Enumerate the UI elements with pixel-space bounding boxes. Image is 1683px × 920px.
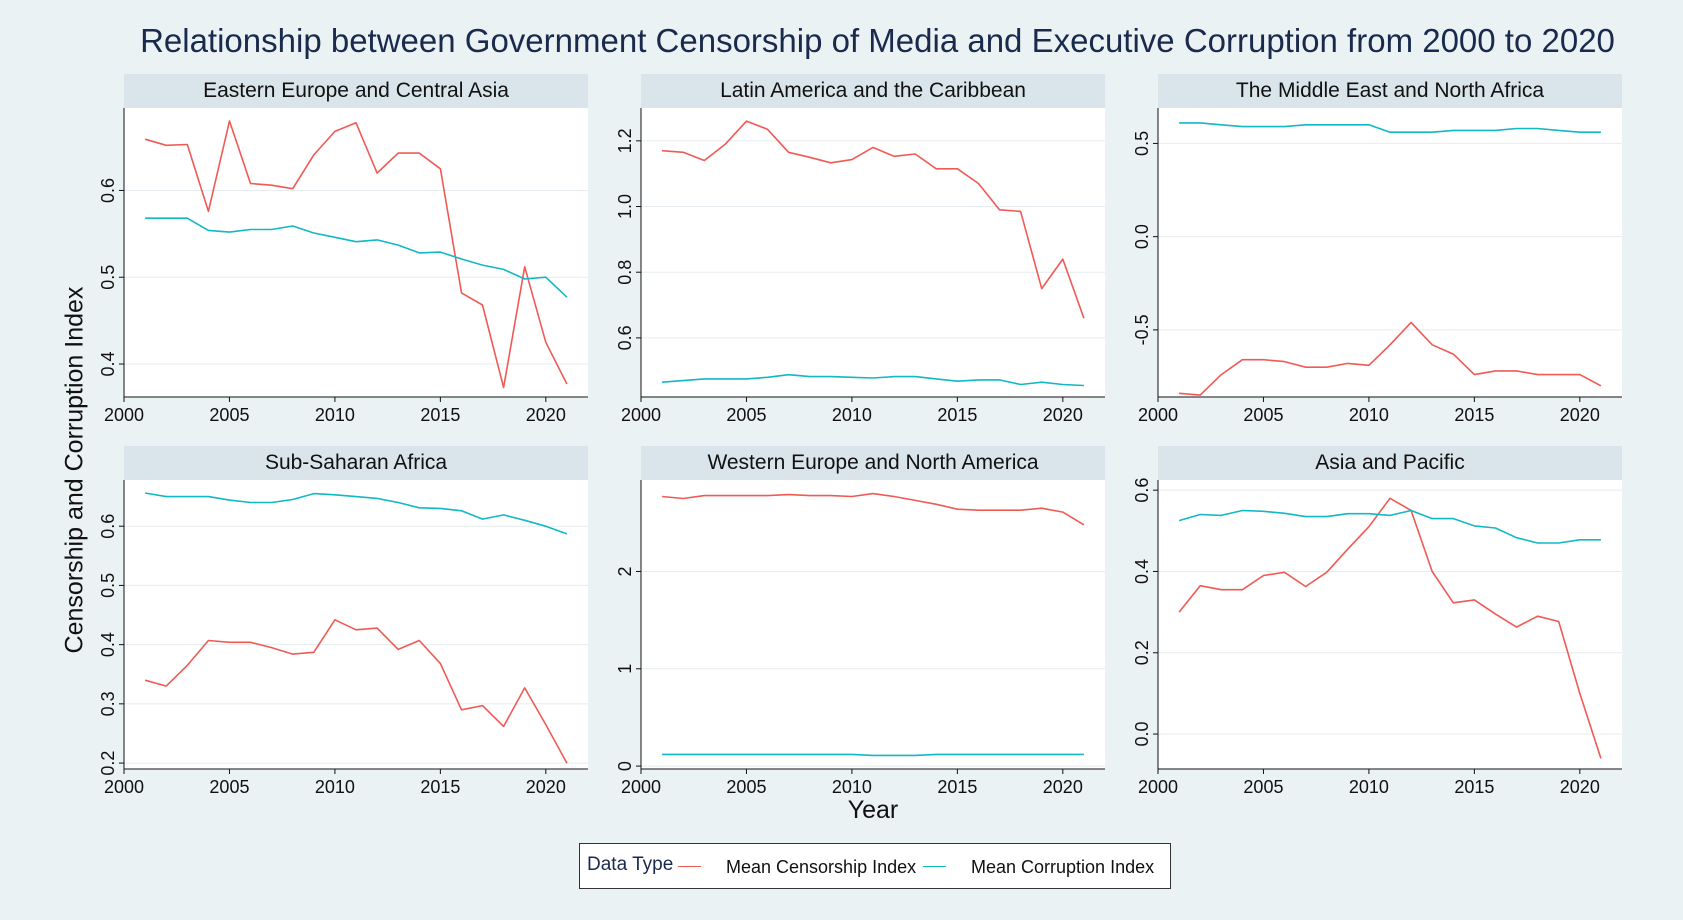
x-tick-label: 2015 <box>420 405 460 425</box>
y-tick-label: 0.0 <box>1132 722 1152 747</box>
x-tick-label: 2005 <box>726 405 766 425</box>
panel-title: Western Europe and North America <box>641 446 1105 480</box>
y-tick-label: 0.5 <box>98 265 118 290</box>
y-tick-label: 0.0 <box>1132 224 1152 249</box>
chart-title: Relationship between Government Censorsh… <box>140 22 1615 59</box>
x-tick-label: 2015 <box>937 777 977 797</box>
x-tick-label: 2010 <box>315 777 355 797</box>
legend-key-censorship <box>678 866 701 867</box>
plot-area <box>1158 480 1622 769</box>
x-tick-label: 2005 <box>726 777 766 797</box>
series-line-censorship <box>144 120 568 389</box>
y-tick-label: 0.4 <box>98 632 118 657</box>
y-tick-label: 0.6 <box>98 514 118 539</box>
series-line-corruption <box>145 217 568 298</box>
x-tick-label: 2010 <box>832 777 872 797</box>
series-line-corruption <box>662 753 1084 757</box>
x-tick-label: 2010 <box>1349 777 1389 797</box>
panel-title: Sub-Saharan Africa <box>124 446 588 480</box>
x-tick-label: 2005 <box>1243 405 1283 425</box>
y-tick-label: 0 <box>615 761 635 771</box>
x-tick-label: 2020 <box>1043 777 1083 797</box>
y-tick-label: 0.8 <box>615 260 635 285</box>
plot-area <box>1158 108 1622 397</box>
plot-area <box>124 480 588 769</box>
x-tick-label: 2010 <box>315 405 355 425</box>
y-tick-label: 1 <box>615 664 635 674</box>
series-line-censorship <box>662 492 1085 526</box>
x-tick-label: 2005 <box>1243 777 1283 797</box>
y-tick-label: 0.2 <box>1132 640 1152 665</box>
x-tick-label: 2005 <box>209 405 249 425</box>
x-tick-label: 2000 <box>1138 777 1178 797</box>
x-tick-label: 2020 <box>1560 405 1600 425</box>
panel-5: 0 1 2 2000 2005 2010 2015 2020 <box>615 480 1105 797</box>
panel-1: 0.4 0.5 0.6 2000 2005 2010 2015 2020 <box>98 108 588 425</box>
series-line-corruption <box>662 373 1084 387</box>
x-tick-label: 2015 <box>1454 405 1494 425</box>
x-tick-label: 2010 <box>1349 405 1389 425</box>
y-tick-label: 0.6 <box>98 178 118 203</box>
x-tick-label: 2000 <box>621 777 661 797</box>
y-tick-label: 0.4 <box>1132 559 1152 584</box>
plot-area <box>124 108 588 397</box>
series-line-corruption <box>1178 509 1601 544</box>
series-line-censorship <box>144 618 568 764</box>
panel-title: Latin America and the Caribbean <box>641 74 1105 108</box>
series-line-corruption <box>1179 122 1601 133</box>
panel-title: Asia and Pacific <box>1158 446 1622 480</box>
x-tick-label: 2015 <box>420 777 460 797</box>
x-tick-label: 2015 <box>937 405 977 425</box>
series-line-censorship <box>1178 497 1602 759</box>
y-tick-label: 0.6 <box>1132 478 1152 503</box>
panel-title: The Middle East and North Africa <box>1158 74 1622 108</box>
y-tick-label: 0.5 <box>98 573 118 598</box>
panel-6: 0.0 0.2 0.4 0.6 2000 2005 2010 2015 2020 <box>1132 478 1622 797</box>
x-tick-label: 2020 <box>526 777 566 797</box>
series-line-censorship <box>662 120 1085 319</box>
legend-title: Data Type <box>587 854 674 875</box>
x-tick-label: 2015 <box>1454 777 1494 797</box>
plot-area <box>641 108 1105 397</box>
panel-title: Eastern Europe and Central Asia <box>124 74 588 108</box>
y-tick-label: 1.0 <box>615 194 635 219</box>
y-tick-label: 0.6 <box>615 325 635 350</box>
panel-3: -0.5 0.0 0.5 2000 2005 2010 2015 2020 <box>1132 108 1622 425</box>
y-tick-label: 0.2 <box>98 751 118 776</box>
legend: Data Type Mean Censorship Index Mean Cor… <box>579 843 1171 889</box>
x-axis-label: Year <box>847 796 899 824</box>
x-tick-label: 2000 <box>104 405 144 425</box>
x-tick-label: 2005 <box>209 777 249 797</box>
x-tick-label: 2000 <box>1138 405 1178 425</box>
series-line-corruption <box>144 492 568 535</box>
y-tick-label: 0.3 <box>98 691 118 716</box>
y-tick-label: 2 <box>615 566 635 576</box>
legend-label-corruption: Mean Corruption Index <box>971 857 1155 877</box>
x-tick-label: 2020 <box>526 405 566 425</box>
legend-key-corruption <box>923 866 946 867</box>
panel-2: 0.6 0.8 1.0 1.2 2000 2005 2010 2015 2020 <box>615 108 1105 425</box>
y-tick-label: 0.5 <box>1132 131 1152 156</box>
y-tick-label: -0.5 <box>1132 314 1152 345</box>
x-tick-label: 2000 <box>104 777 144 797</box>
x-tick-label: 2010 <box>832 405 872 425</box>
series-line-censorship <box>1179 321 1602 396</box>
y-tick-label: 1.2 <box>615 128 635 153</box>
legend-label-censorship: Mean Censorship Index <box>726 857 917 877</box>
x-tick-label: 2020 <box>1560 777 1600 797</box>
panel-4: 0.2 0.3 0.4 0.5 0.6 2000 2005 2010 2015 2020 <box>98 480 588 797</box>
x-tick-label: 2020 <box>1043 405 1083 425</box>
x-tick-label: 2000 <box>621 405 661 425</box>
plot-area <box>641 480 1105 769</box>
y-tick-label: 0.4 <box>98 352 118 377</box>
